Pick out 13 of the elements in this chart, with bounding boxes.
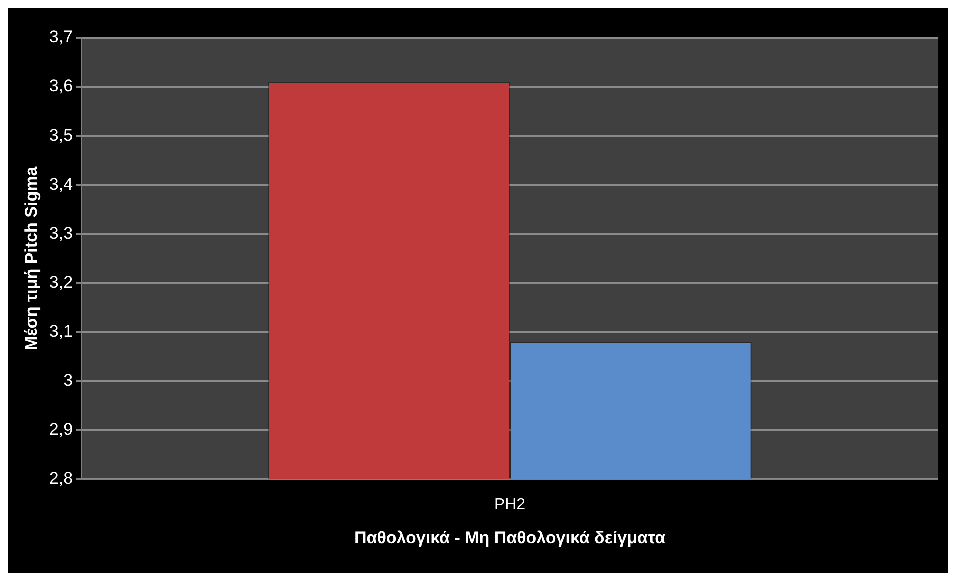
y-tick-label: 3,1 [49,322,74,341]
y-tick-label: 2,9 [49,420,74,440]
x-tick-label: PH2 [494,496,526,514]
y-tick-label: 3,7 [49,28,74,47]
y-tick-label: 3,5 [49,126,74,145]
y-axis-title: Μέση τιμή Pitch Sigma [22,166,41,351]
x-axis-title: Παθολογικά - Μη Παθολογικά δείγματα [354,528,666,548]
y-tick-label: 3 [64,371,74,390]
y-tick-label: 3,6 [49,76,74,96]
y-tick-label: 3,2 [49,272,74,292]
y-tick-label: 2,8 [49,469,74,488]
y-tick-label: 3,4 [49,174,74,194]
y-tick-label: 3,3 [49,224,74,243]
